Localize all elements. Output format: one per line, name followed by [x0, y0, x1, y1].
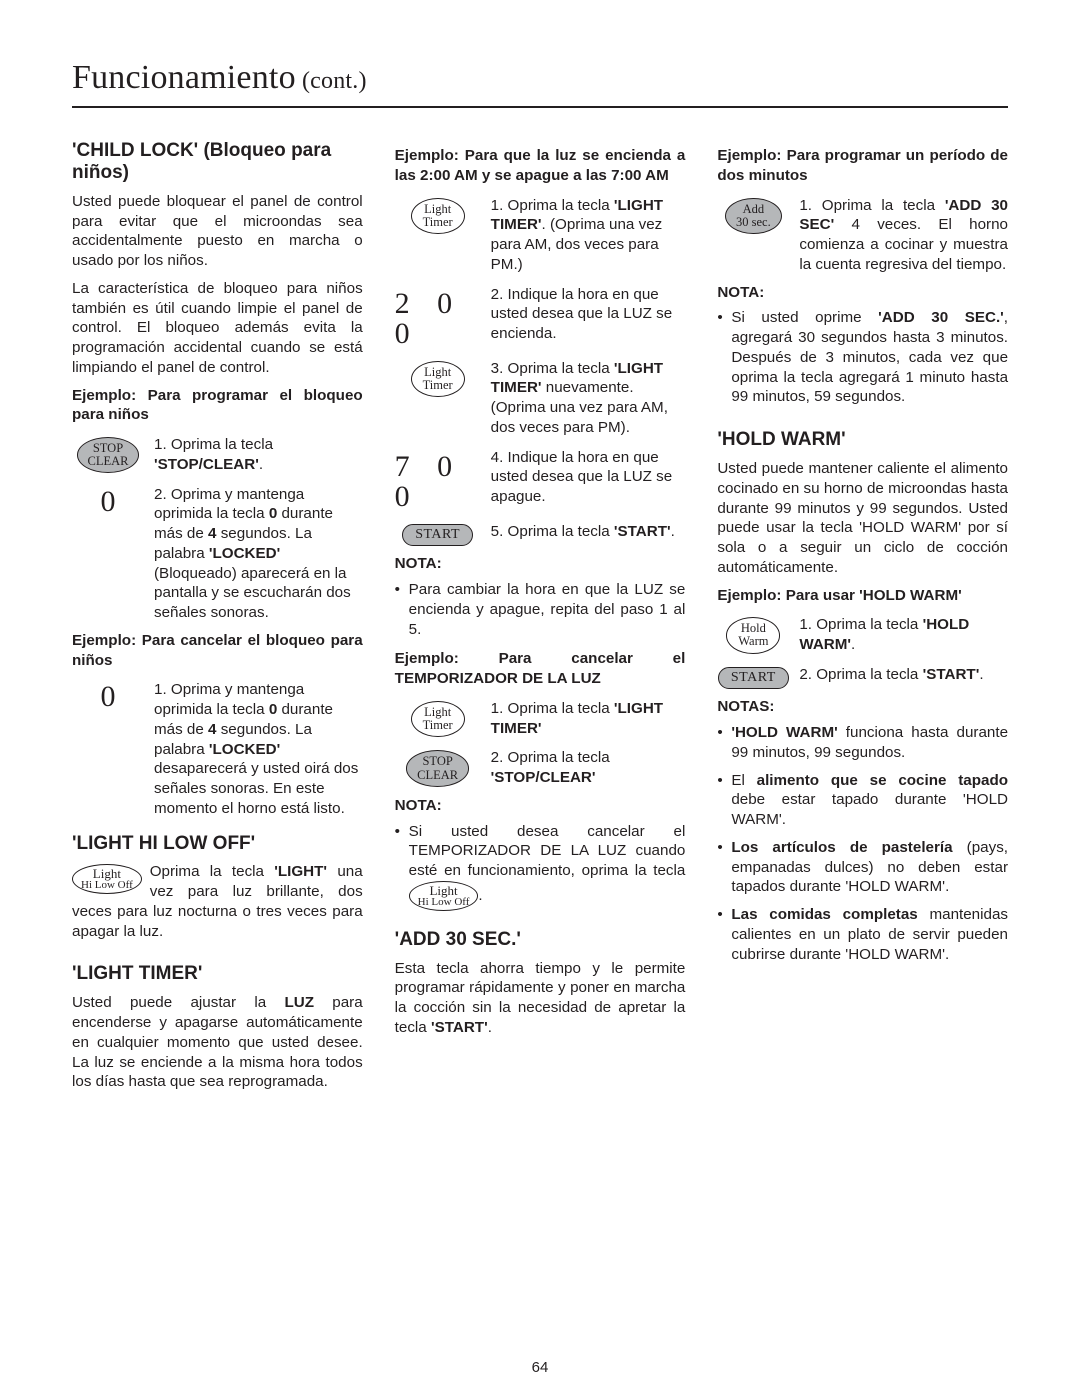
light-timer-steps: Light Timer 1. Oprima la tecla 'LIGHT TI…: [395, 196, 686, 547]
add30-steps: Add 30 sec. 1. Oprima la tecla 'ADD 30 S…: [717, 196, 1008, 275]
notas-label: NOTAS:: [717, 697, 1008, 717]
add30-note: Si usted oprime 'ADD 30 SEC.', agregará …: [717, 308, 1008, 407]
hw-note-2: El alimento que se cocine tapado debe es…: [717, 771, 1008, 830]
digit-zero: 0: [101, 682, 116, 712]
heading-add30: 'ADD 30 SEC.': [395, 929, 686, 951]
heading-child-lock: 'CHILD LOCK' (Bloqueo para niños): [72, 140, 363, 184]
light-hilow-text: Light Hi Low Off Oprima la tecla 'LIGHT'…: [72, 862, 363, 941]
light-hilow-button: Light Hi Low Off: [72, 864, 142, 894]
child-lock-para-2: La característica de bloqueo para niños …: [72, 279, 363, 378]
lt-step-1: Light Timer 1. Oprima la tecla 'LIGHT TI…: [395, 196, 686, 275]
column-1: 'CHILD LOCK' (Bloqueo para niños) Usted …: [72, 140, 363, 1100]
hw-step-2: START 2. Oprima la tecla 'START'.: [717, 665, 1008, 690]
column-3: Ejemplo: Para programar un período de do…: [717, 140, 1008, 974]
hw-note-4: Las comidas completas mantenidas calient…: [717, 905, 1008, 964]
page-title: Funcionamiento (cont.): [72, 56, 1008, 108]
content-columns: 'CHILD LOCK' (Bloqueo para niños) Usted …: [72, 140, 1008, 1100]
page-title-cont: (cont.): [296, 68, 367, 94]
digit-zero: 0: [101, 487, 116, 517]
step-digit-slot: 0: [72, 485, 144, 517]
lt-step-5: START 5. Oprima la tecla 'START'.: [395, 522, 686, 547]
stop-clear-button: STOP CLEAR: [77, 437, 140, 473]
add30-step-1: Add 30 sec. 1. Oprima la tecla 'ADD 30 S…: [717, 196, 1008, 275]
light-timer-example: Ejemplo: Para que la luz se encienda a l…: [395, 146, 686, 186]
start-button: START: [402, 524, 473, 547]
start-button: START: [718, 667, 789, 690]
light-hilow-button-inline: Light Hi Low Off: [409, 881, 479, 911]
step-button-slot: STOP CLEAR: [72, 435, 144, 473]
child-lock-set-steps: STOP CLEAR 1. Oprima la tecla 'STOP/CLEA…: [72, 435, 363, 623]
lt-cancel-notes: Si usted desea cancelar el TEMPORIZADOR …: [395, 822, 686, 911]
stop-clear-button: STOP CLEAR: [406, 750, 469, 786]
lt-cancel-note: Si usted desea cancelar el TEMPORIZADOR …: [395, 822, 686, 911]
lt-note-1: Para cambiar la hora en que la LUZ se en…: [395, 580, 686, 639]
hw-note-1: 'HOLD WARM' funciona hasta durante 99 mi…: [717, 723, 1008, 763]
page-title-main: Funcionamiento: [72, 59, 296, 96]
add-30-sec-button: Add 30 sec.: [725, 198, 782, 234]
hw-step-1: Hold Warm 1. Oprima la tecla 'HOLD WARM'…: [717, 615, 1008, 655]
nota-label: NOTA:: [717, 283, 1008, 303]
lt-cancel-steps: Light Timer 1. Oprima la tecla 'LIGHT TI…: [395, 699, 686, 788]
light-timer-button: Light Timer: [411, 701, 465, 737]
digits-700: 7 0 0: [395, 450, 481, 512]
hw-p1: Usted puede mantener caliente el aliment…: [717, 459, 1008, 578]
page-number: 64: [0, 1358, 1080, 1378]
lt-step-2: 2 0 0 2. Indique la hora en que usted de…: [395, 285, 686, 349]
digits-200: 2 0 0: [395, 287, 481, 349]
lt-step-4: 7 0 0 4. Indique la hora en que usted de…: [395, 448, 686, 512]
add30-notes: Si usted oprime 'ADD 30 SEC.', agregará …: [717, 308, 1008, 407]
heading-light-timer: 'LIGHT TIMER': [72, 963, 363, 985]
lt-cancel-step-1: Light Timer 1. Oprima la tecla 'LIGHT TI…: [395, 699, 686, 739]
child-lock-cancel-steps: 0 1. Oprima y mantenga oprimida la tecla…: [72, 680, 363, 818]
lt-notes: Para cambiar la hora en que la LUZ se en…: [395, 580, 686, 639]
hold-warm-button: Hold Warm: [726, 617, 780, 653]
heading-hold-warm: 'HOLD WARM': [717, 429, 1008, 451]
hw-example: Ejemplo: Para usar 'HOLD WARM': [717, 586, 1008, 606]
nota-label: NOTA:: [395, 796, 686, 816]
child-lock-para-1: Usted puede bloquear el panel de control…: [72, 192, 363, 271]
step-digit-slot: 0: [72, 680, 144, 712]
column-2: Ejemplo: Para que la luz se encienda a l…: [395, 140, 686, 1046]
child-lock-cancel-step: 0 1. Oprima y mantenga oprimida la tecla…: [72, 680, 363, 818]
example-set-child-lock: Ejemplo: Para programar el bloqueo para …: [72, 386, 363, 426]
lt-cancel-step-2: STOP CLEAR 2. Oprima la tecla 'STOP/CLEA…: [395, 748, 686, 788]
add30-text: Esta tecla ahorra tiempo y le permite pr…: [395, 959, 686, 1038]
hw-steps: Hold Warm 1. Oprima la tecla 'HOLD WARM'…: [717, 615, 1008, 689]
example-cancel-child-lock: Ejemplo: Para cancelar el bloqueo para n…: [72, 631, 363, 671]
lt-cancel-example: Ejemplo: Para cancelar el TEMPORIZADOR D…: [395, 649, 686, 689]
hw-note-3: Los artículos de pastelería (pays, empan…: [717, 838, 1008, 897]
nota-label: NOTA:: [395, 554, 686, 574]
child-lock-step-2: 0 2. Oprima y mantenga oprimida la tecla…: [72, 485, 363, 623]
heading-light-hilow: 'LIGHT HI LOW OFF': [72, 833, 363, 855]
light-timer-text: Usted puede ajustar la LUZ para encender…: [72, 993, 363, 1092]
lt-step-3: Light Timer 3. Oprima la tecla 'LIGHT TI…: [395, 359, 686, 438]
add30-example: Ejemplo: Para programar un período de do…: [717, 146, 1008, 186]
light-timer-button: Light Timer: [411, 198, 465, 234]
light-timer-button: Light Timer: [411, 361, 465, 397]
child-lock-step-1: STOP CLEAR 1. Oprima la tecla 'STOP/CLEA…: [72, 435, 363, 475]
hw-notes: 'HOLD WARM' funciona hasta durante 99 mi…: [717, 723, 1008, 964]
